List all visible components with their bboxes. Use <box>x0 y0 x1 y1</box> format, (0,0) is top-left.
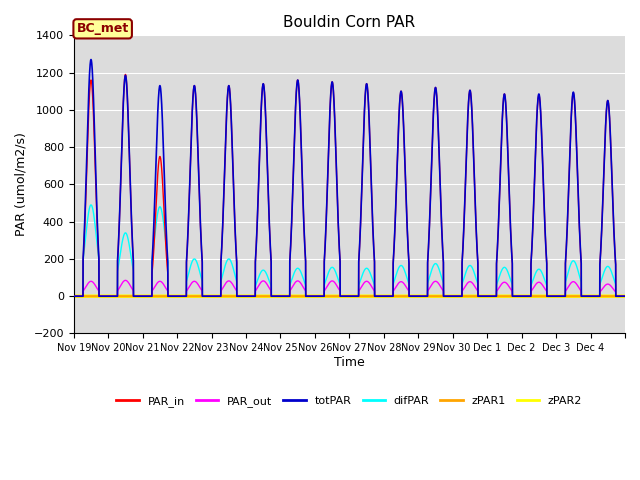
Text: BC_met: BC_met <box>77 23 129 36</box>
X-axis label: Time: Time <box>334 356 365 369</box>
Y-axis label: PAR (umol/m2/s): PAR (umol/m2/s) <box>15 132 28 236</box>
Legend: PAR_in, PAR_out, totPAR, difPAR, zPAR1, zPAR2: PAR_in, PAR_out, totPAR, difPAR, zPAR1, … <box>112 392 587 411</box>
Title: Bouldin Corn PAR: Bouldin Corn PAR <box>284 15 415 30</box>
